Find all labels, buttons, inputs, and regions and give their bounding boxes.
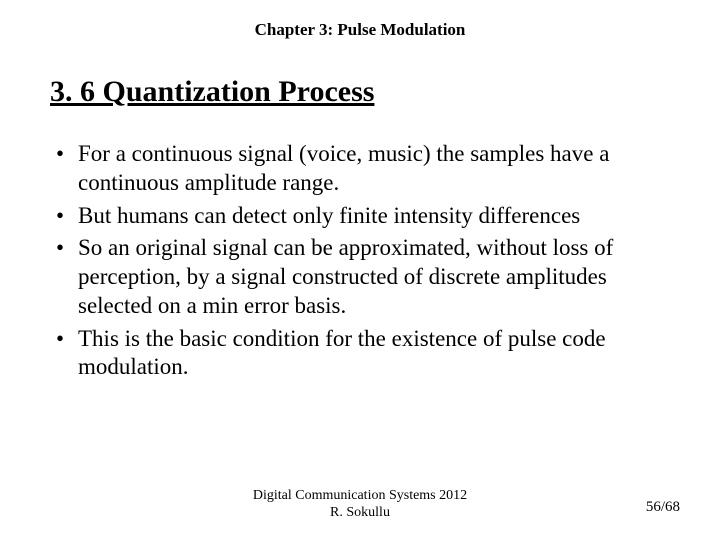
bullet-item: So an original signal can be approximate…: [50, 234, 670, 320]
section-title: 3. 6 Quantization Process: [50, 75, 374, 109]
chapter-header: Chapter 3: Pulse Modulation: [0, 20, 720, 40]
bullet-item: For a continuous signal (voice, music) t…: [50, 140, 670, 198]
slide: Chapter 3: Pulse Modulation 3. 6 Quantiz…: [0, 0, 720, 540]
page-number: 56/68: [646, 499, 680, 516]
bullet-list: For a continuous signal (voice, music) t…: [50, 140, 670, 382]
body-content: For a continuous signal (voice, music) t…: [50, 140, 670, 386]
bullet-item: But humans can detect only finite intens…: [50, 202, 670, 231]
footer-line1: Digital Communication Systems 2012: [0, 488, 720, 505]
footer-line2: R. Sokullu: [0, 505, 720, 522]
footer-center: Digital Communication Systems 2012 R. So…: [0, 488, 720, 522]
bullet-item: This is the basic condition for the exis…: [50, 325, 670, 383]
